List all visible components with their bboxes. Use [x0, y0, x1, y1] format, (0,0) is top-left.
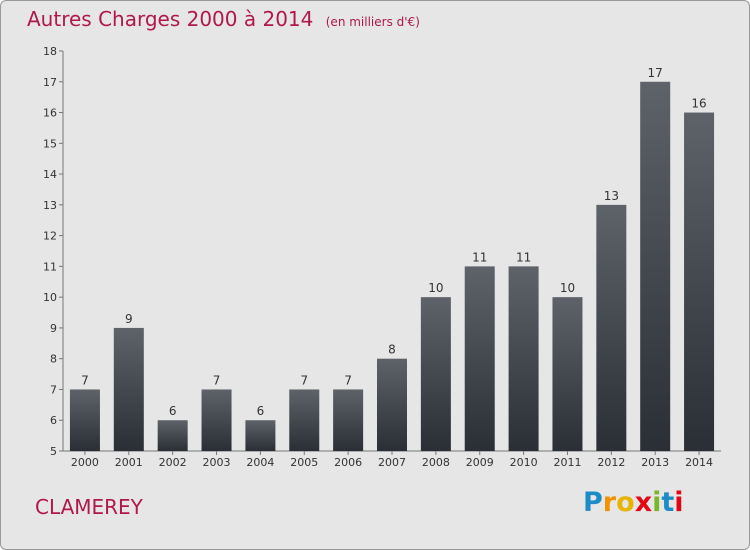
- x-tick-label: 2007: [378, 456, 406, 469]
- chart-subtitle: (en milliers d'€): [325, 15, 420, 29]
- x-tick-label: 2003: [203, 456, 231, 469]
- bar-2008: [420, 297, 451, 451]
- x-tick-label: 2001: [115, 456, 143, 469]
- data-label-2005: 7: [300, 373, 308, 387]
- y-tick-label: 12: [43, 230, 57, 243]
- x-tick-label: 2000: [71, 456, 99, 469]
- y-tick-label: 17: [43, 76, 57, 89]
- x-tick-label: 2008: [422, 456, 450, 469]
- bar-2004: [245, 420, 276, 451]
- bar-2002: [157, 420, 188, 451]
- bar-2011: [552, 297, 583, 451]
- y-tick-label: 18: [43, 45, 57, 58]
- data-label-2014: 16: [691, 97, 706, 111]
- y-tick-label: 15: [43, 137, 57, 150]
- bar-2014: [684, 112, 715, 452]
- x-tick-label: 2011: [553, 456, 581, 469]
- y-tick-label: 6: [50, 414, 57, 427]
- y-tick-label: 7: [50, 383, 57, 396]
- data-label-2009: 11: [472, 250, 487, 264]
- y-tick-label: 9: [50, 322, 57, 335]
- x-tick-label: 2006: [334, 456, 362, 469]
- bar-2007: [377, 358, 407, 451]
- x-tick-label: 2014: [685, 456, 713, 469]
- data-label-2013: 17: [648, 66, 663, 80]
- y-tick-label: 16: [43, 107, 57, 120]
- chart-title: Autres Charges 2000 à 2014 (en milliers …: [27, 7, 420, 31]
- town-name: CLAMEREY: [35, 495, 143, 519]
- x-tick-label: 2005: [290, 456, 318, 469]
- data-label-2000: 7: [81, 373, 89, 387]
- bar-2010: [508, 266, 539, 451]
- data-label-2004: 6: [257, 404, 265, 418]
- bar-2013: [640, 81, 671, 452]
- data-label-2012: 13: [604, 189, 619, 203]
- y-tick-label: 8: [50, 353, 57, 366]
- bar-2000: [69, 389, 100, 451]
- x-tick-label: 2012: [597, 456, 625, 469]
- bar-2009: [464, 266, 495, 451]
- data-label-2010: 11: [516, 250, 531, 264]
- chart-title-text: Autres Charges 2000 à 2014: [27, 7, 314, 31]
- bar-2005: [289, 389, 320, 451]
- x-tick-label: 2004: [246, 456, 274, 469]
- x-tick-label: 2013: [641, 456, 669, 469]
- y-tick-label: 10: [43, 291, 57, 304]
- data-label-2001: 9: [125, 312, 133, 326]
- x-tick-label: 2002: [159, 456, 187, 469]
- x-tick-label: 2010: [510, 456, 538, 469]
- x-tick-label: 2009: [466, 456, 494, 469]
- bar-2006: [333, 389, 364, 451]
- y-tick-label: 14: [43, 168, 57, 181]
- data-label-2007: 8: [388, 343, 396, 357]
- y-tick-label: 13: [43, 199, 57, 212]
- y-tick-label: 5: [50, 445, 57, 458]
- bar-2001: [113, 327, 144, 451]
- y-tick-label: 11: [43, 260, 57, 273]
- data-label-2008: 10: [428, 281, 443, 295]
- bar-2003: [201, 389, 232, 451]
- bar-2012: [596, 204, 627, 451]
- proxiti-logo: Proxiti: [583, 487, 684, 518]
- data-label-2002: 6: [169, 404, 177, 418]
- data-label-2011: 10: [560, 281, 575, 295]
- data-label-2006: 7: [344, 373, 352, 387]
- data-label-2003: 7: [213, 373, 221, 387]
